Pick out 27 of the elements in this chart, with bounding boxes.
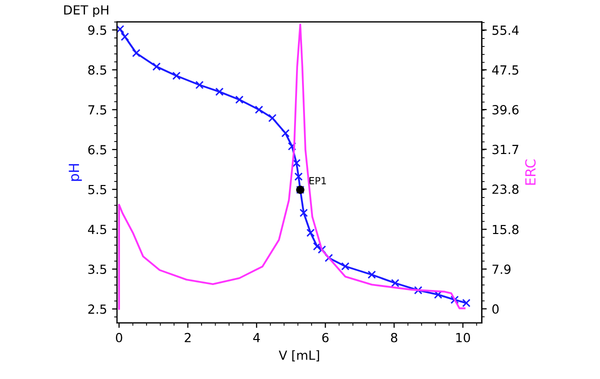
y-tick-label: 2.5 (88, 304, 106, 314)
x-tick-label: 4 (253, 333, 260, 342)
y2-tick-label: 15.8 (492, 224, 518, 234)
y2-tick-label: 0 (492, 304, 499, 314)
y2-tick-label: 39.6 (492, 105, 519, 114)
y2-tick-label: 31.7 (492, 144, 518, 154)
y2-tick-label: 7.9 (492, 264, 511, 274)
chart-title: DET pH (64, 5, 108, 18)
y-tick-label: 7.5 (88, 105, 106, 115)
y-tick-label: 5.5 (88, 185, 106, 194)
x-axis-title: V [mL] (278, 350, 320, 362)
x-tick-label: 2 (184, 332, 191, 342)
y2-tick-label: 55.4 (492, 26, 519, 35)
y-axis-title: pH (68, 164, 82, 181)
y-tick-label: 4.5 (88, 224, 106, 234)
annotation: EP1 (310, 177, 326, 184)
x-tick-label: 10 (456, 332, 470, 342)
y-tick-label: 9.5 (88, 25, 106, 35)
y2-tick-label: 23.8 (492, 184, 518, 194)
y2-axis-title: ERC (525, 159, 536, 185)
y-tick-label: 3.5 (88, 264, 106, 274)
x-tick-label: 6 (322, 332, 329, 342)
y-tick-label: 6.5 (88, 145, 106, 154)
y2-tick-label: 47.5 (492, 65, 518, 75)
y-tick-label: 8.5 (88, 65, 106, 75)
x-tick-label: 0 (116, 332, 122, 342)
x-tick-label: 8 (390, 332, 398, 342)
